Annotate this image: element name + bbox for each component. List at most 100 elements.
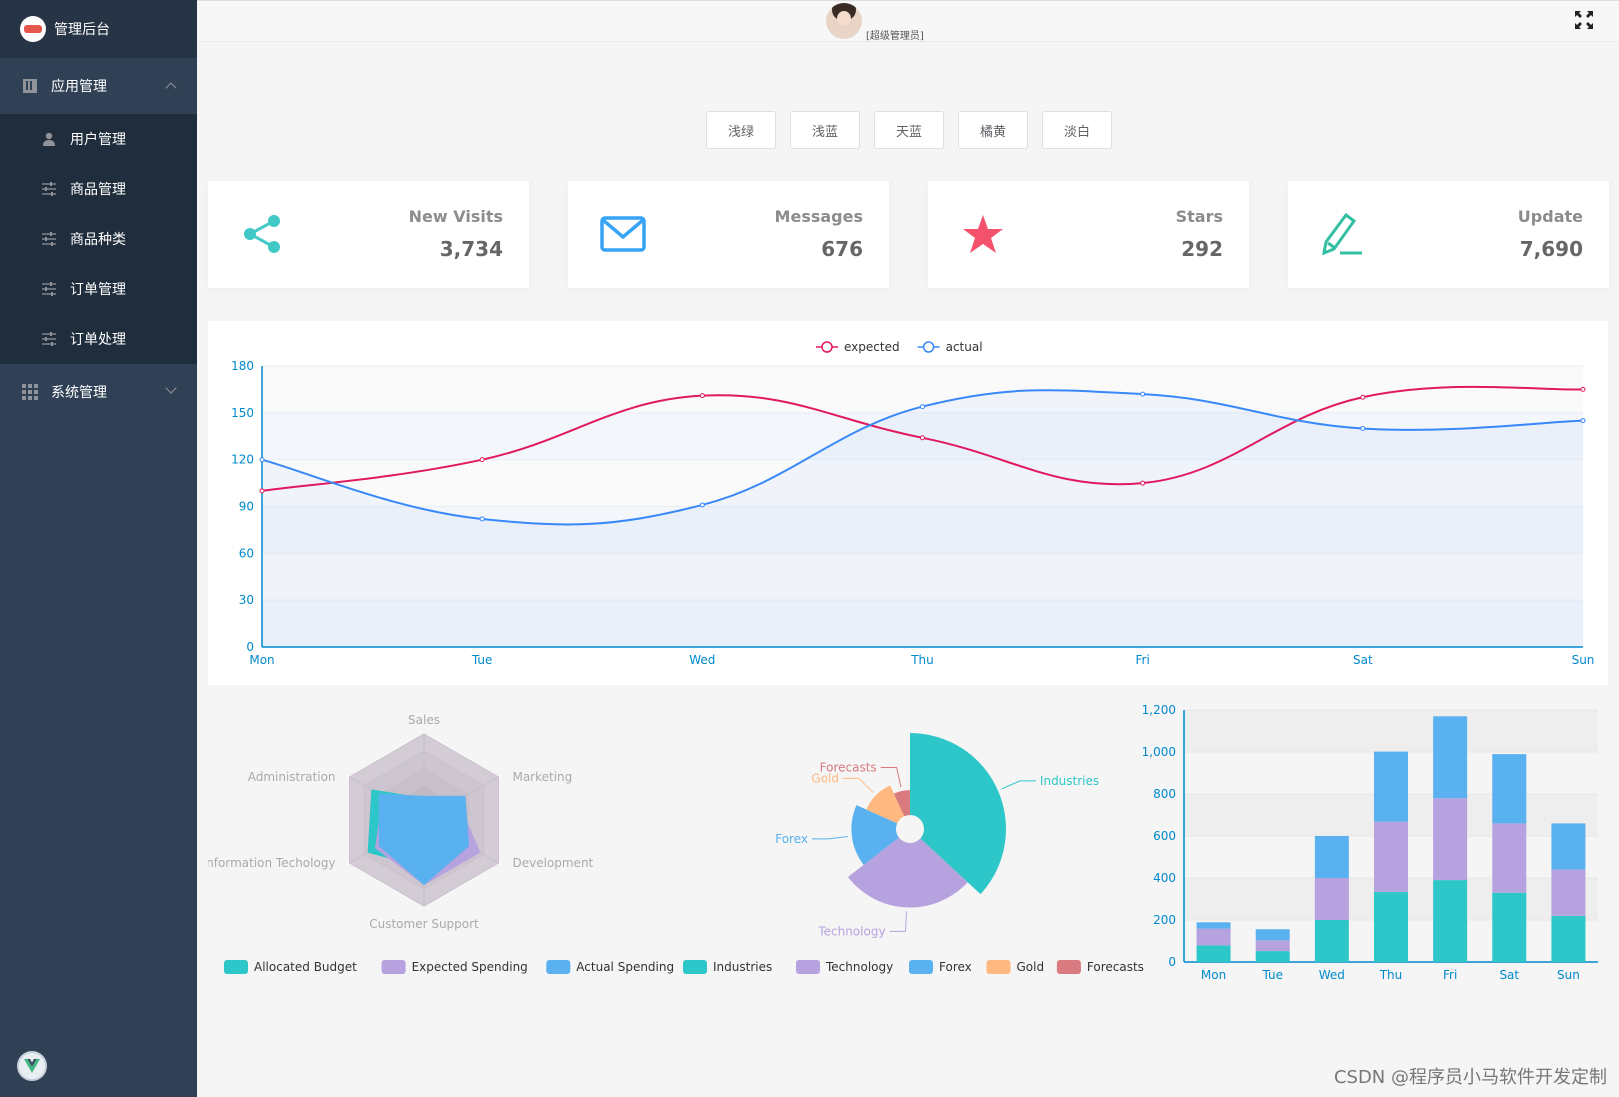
grid-band [262,553,1583,601]
pie-label-line [889,911,907,932]
legend-label: expected [844,340,900,354]
y-tick-label: 1,200 [1142,703,1176,717]
radar-indicator-label: Administration [248,770,336,784]
radar-area-actual-spending [378,793,470,886]
sidebar-item-order-management[interactable]: 订单管理 [0,264,197,314]
y-tick-label: 200 [1153,913,1176,927]
card-title: Stars [1175,207,1223,226]
legend-label: Actual Spending [576,960,674,974]
theme-button-light-green[interactable]: 浅绿 [706,111,776,149]
bar-segment [1492,892,1527,962]
stat-card-messages[interactable]: Messages 676 [568,181,889,288]
grid-icon [22,384,38,400]
edit-icon [1322,213,1362,255]
document-icon [23,79,37,93]
legend-swatch [546,960,571,974]
pie-label-line [1001,780,1036,790]
menu-group-label: 应用管理 [51,79,107,95]
legend-marker [821,341,833,353]
brand-title: 管理后台 [54,22,110,38]
legend-marker [922,341,935,353]
main-area: [超级管理员] 浅绿 浅蓝 天蓝 橘黄 淡白 New Visits 3,734 … [197,0,1619,1097]
card-title: New Visits [408,207,503,226]
x-tick-label: Sun [1572,653,1595,667]
menu-group-app-management[interactable]: 应用管理 [0,58,197,114]
bar-segment [1255,929,1290,941]
x-tick-label: Sat [1353,653,1373,667]
x-tick-label: Fri [1443,968,1457,982]
stat-card-new-visits[interactable]: New Visits 3,734 [208,181,529,288]
submenu-app-management: 用户管理 商品管理 商品种类 订单管理 订单处理 [0,114,197,364]
card-value: 7,690 [1519,237,1583,261]
fullscreen-icon[interactable] [1575,11,1593,29]
bar-segment [1551,915,1586,962]
legend-swatch [986,960,1011,974]
data-point [920,435,925,441]
data-point [1580,418,1586,424]
grid-band [262,459,1583,507]
pie-label-line [880,767,902,788]
bar-segment [1492,754,1527,824]
y-tick-label: 30 [239,593,254,607]
x-tick-label: Wed [689,653,715,667]
x-tick-label: Thu [910,653,934,667]
legend-label: Allocated Budget [254,960,357,974]
data-point [1140,391,1146,397]
sliders-icon [42,332,56,346]
sidebar-item-order-processing[interactable]: 订单处理 [0,314,197,364]
card-value: 3,734 [439,237,503,261]
avatar[interactable] [826,3,862,39]
pie-label: Industries [1040,774,1099,788]
stat-card-stars[interactable]: Stars 292 [928,181,1249,288]
legend-swatch [796,960,820,974]
stat-cards: New Visits 3,734 Messages 676 Stars 292 … [208,181,1609,288]
legend-swatch [381,960,406,974]
sidebar-item-product-management[interactable]: 商品管理 [0,164,197,214]
menu-group-system-management[interactable]: 系统管理 [0,364,197,420]
theme-button-sky-blue[interactable]: 天蓝 [874,111,944,149]
y-tick-label: 60 [239,546,254,560]
x-tick-label: Mon [249,653,274,667]
x-tick-label: Wed [1319,968,1345,982]
sidebar-item-user-management[interactable]: 用户管理 [0,114,197,164]
sidebar-item-label: 商品管理 [70,182,126,198]
bar-segment [1551,823,1586,870]
theme-button-orange[interactable]: 橘黄 [958,111,1028,149]
star-icon [963,215,1003,253]
legend-swatch [224,960,248,974]
y-tick-label: 800 [1153,787,1176,801]
theme-button-light-blue[interactable]: 浅蓝 [790,111,860,149]
sidebar-item-label: 用户管理 [70,132,126,148]
sidebar-item-product-category[interactable]: 商品种类 [0,214,197,264]
legend-label: Technology [825,960,893,974]
brand[interactable]: 管理后台 [0,0,197,58]
y-tick-label: 150 [231,406,254,420]
y-tick-label: 0 [1168,955,1176,969]
bar-segment [1196,945,1231,962]
bar-segment [1255,940,1290,952]
sliders-icon [42,182,56,196]
y-tick-label: 120 [231,453,254,467]
theme-button-light-white[interactable]: 淡白 [1042,111,1112,149]
bar-segment [1314,878,1349,920]
pie-label: Gold [811,771,839,785]
card-title: Messages [774,207,863,226]
actual-area [262,390,1583,647]
pie-label: Technology [817,924,885,938]
vue-logo-icon[interactable] [17,1051,47,1081]
line-chart[interactable]: 0 30 60 90 120 150 180 Mon Tue Wed Thu Fri Sat Sun exp… [208,321,1608,685]
x-tick-label: Sat [1499,968,1519,982]
sidebar: 管理后台 应用管理 用户管理 商品管理 商品种类 订单管理 订单处理 系统管理 [0,0,197,1097]
legend-label: Expected Spending [412,960,528,974]
legend-swatch [1056,960,1081,974]
bar-segment [1374,751,1408,822]
card-title: Update [1517,207,1583,226]
sliders-icon [42,232,56,246]
radar-indicator-label: Sales [408,713,440,727]
bottom-charts-svg[interactable]: Sales Marketing Development Customer Suppor… [203,700,1608,1020]
legend-swatch [683,960,707,974]
bar-segment [1314,836,1349,878]
user-icon [43,132,55,146]
top-header: [超级管理员] [197,0,1619,42]
stat-card-update[interactable]: Update 7,690 [1288,181,1609,288]
